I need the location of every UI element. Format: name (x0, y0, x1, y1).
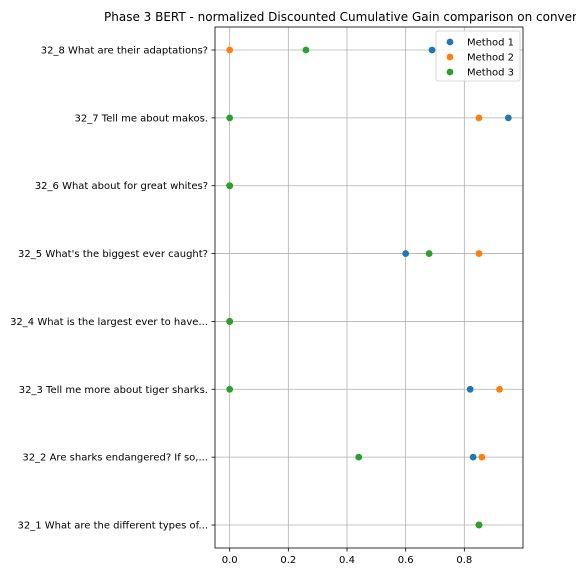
chart-title: Phase 3 BERT - normalized Discounted Cum… (104, 10, 576, 24)
data-point-method-3 (355, 453, 363, 461)
axis-ticks: 0.0 0.2 0.4 0.6 0.8 32_1 What are the differe… (10, 46, 472, 567)
plot-frame (214, 26, 524, 549)
x-tick-label: 0.8 (456, 555, 472, 566)
data-point-method-1 (402, 250, 410, 257)
data-point-method-3 (302, 46, 310, 54)
x-tick-label: 0.4 (339, 555, 355, 566)
data-point-method-3 (226, 318, 234, 325)
data-point-method-1 (428, 46, 436, 54)
data-point-method-2 (475, 250, 483, 257)
y-tick-label: 32_5 What's the biggest ever caught? (18, 249, 208, 260)
data-point-method-2 (475, 114, 483, 122)
legend-box (435, 30, 521, 82)
data-point-method-2 (478, 453, 486, 461)
y-tick-label: 32_3 Tell me more about tiger sharks. (19, 385, 208, 396)
data-point-method-2 (496, 385, 503, 393)
y-tick-label: 32_6 What about for great whites? (35, 181, 208, 192)
legend-marker (446, 68, 454, 76)
y-tick-label: 32_4 What is the largest ever to have... (10, 317, 208, 328)
legend-label: Method 2 (467, 53, 514, 64)
x-tick-label: 0.2 (280, 555, 296, 566)
data-point-method-3 (425, 250, 433, 257)
x-tick-label: 0.0 (222, 555, 238, 566)
y-tick-label: 32_7 Tell me about makos. (75, 113, 208, 124)
y-tick-label: 32_8 What are their adaptations? (41, 46, 208, 57)
legend-marker (446, 38, 454, 46)
data-point-method-3 (226, 385, 234, 393)
legend-marker (446, 53, 454, 61)
legend-label: Method 1 (467, 38, 514, 49)
data-point-method-2 (226, 46, 234, 54)
data-point-method-3 (226, 114, 234, 122)
legend-label: Method 3 (467, 68, 514, 79)
grid-lines (215, 27, 523, 548)
y-tick-label: 32_2 Are sharks endangered? If so,... (22, 453, 208, 464)
data-point-method-1 (504, 114, 512, 122)
data-point-method-3 (475, 521, 483, 529)
x-tick-label: 0.6 (398, 555, 414, 566)
y-tick-label: 32_1 What are the different types of... (18, 521, 208, 532)
data-point-method-1 (466, 385, 474, 393)
data-points (226, 46, 512, 529)
legend: Method 1 Method 2 Method 3 (435, 30, 521, 82)
data-point-method-1 (469, 453, 477, 461)
data-point-method-3 (226, 182, 234, 190)
